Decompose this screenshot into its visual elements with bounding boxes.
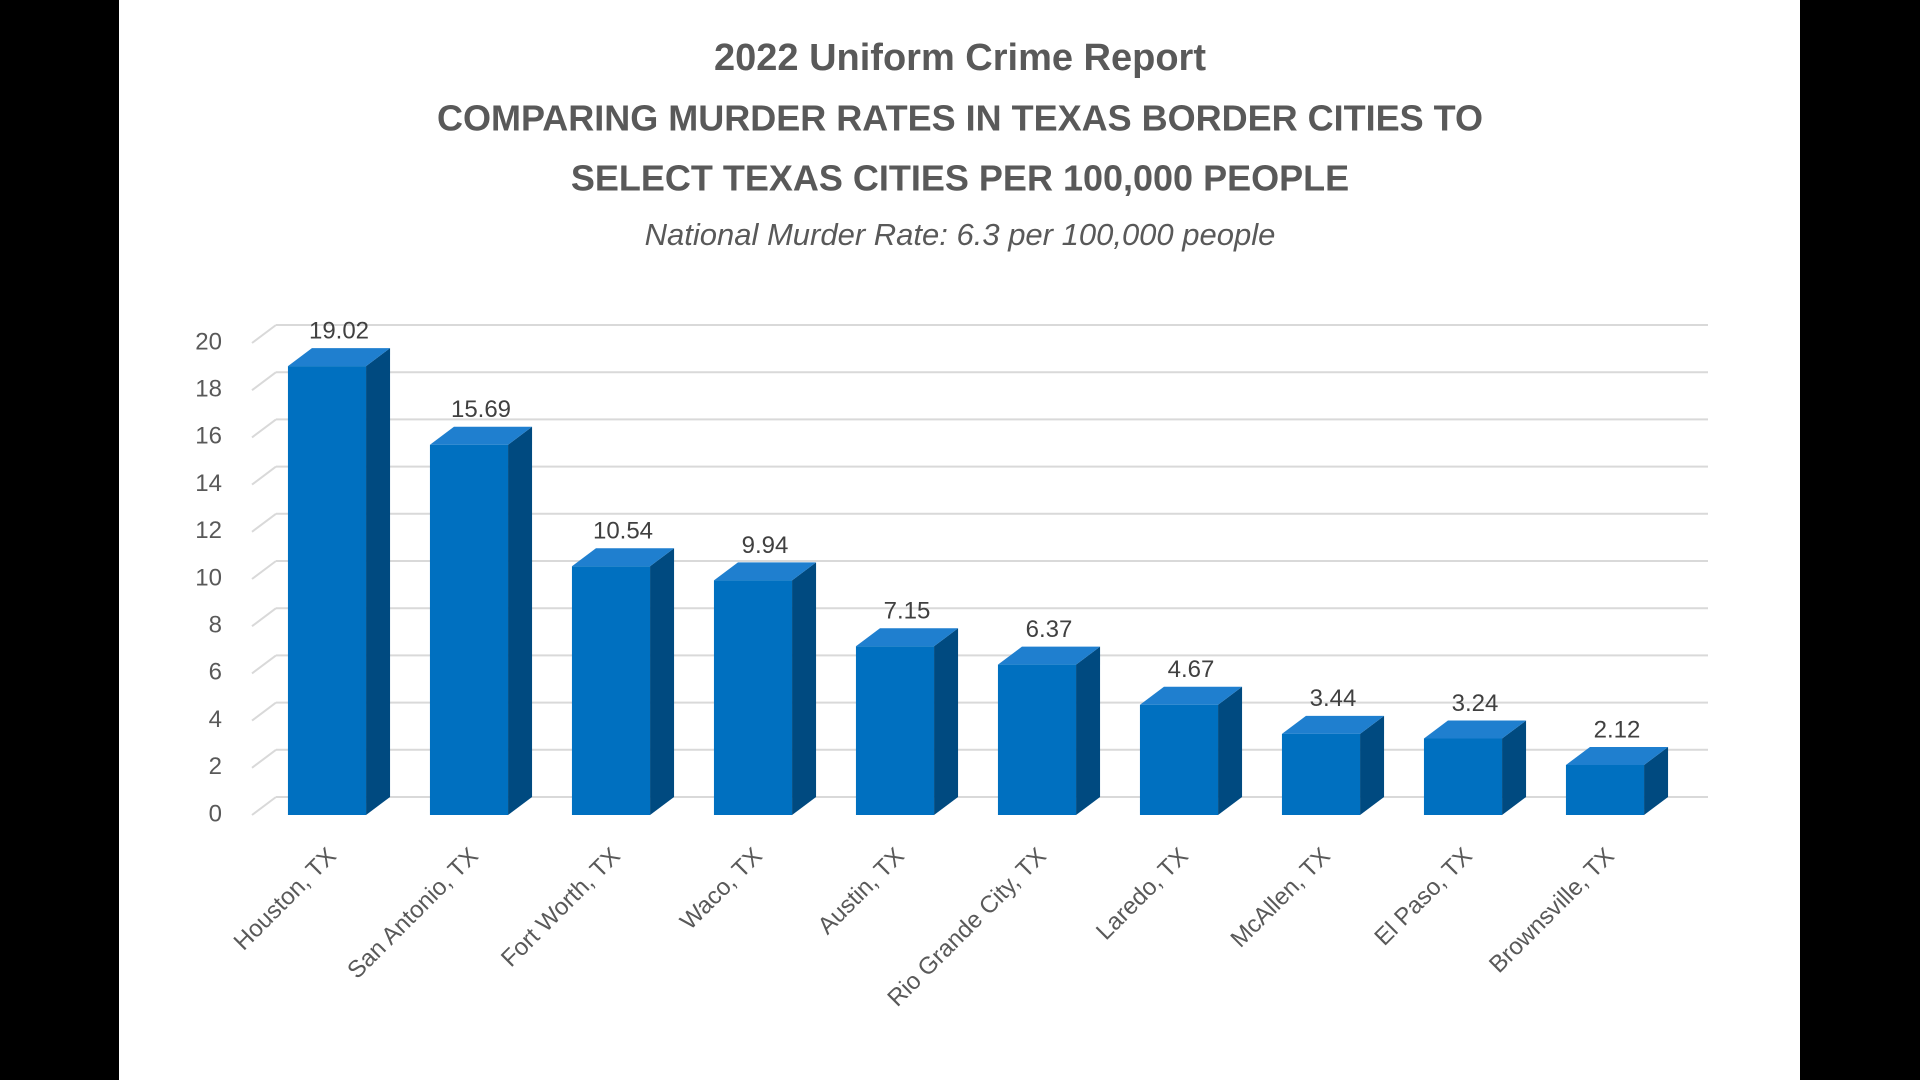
y-tick-label: 12 xyxy=(195,517,222,544)
bar-front xyxy=(1139,704,1219,815)
data-label: 3.44 xyxy=(1310,685,1357,712)
y-tick-label: 20 xyxy=(195,328,222,355)
data-label: 6.37 xyxy=(1026,616,1073,643)
bar-front xyxy=(855,646,935,815)
y-tick-label: 10 xyxy=(195,564,222,591)
bar-side xyxy=(1360,715,1385,815)
y-tick-label: 6 xyxy=(209,659,222,686)
chart-title: COMPARING MURDER RATES IN TEXAS BORDER C… xyxy=(437,98,1483,139)
chart-title: 2022 Uniform Crime Report xyxy=(714,37,1206,79)
data-label: 9.94 xyxy=(742,532,789,559)
grid-line xyxy=(251,512,277,533)
bar-front xyxy=(1423,738,1503,815)
y-tick-label: 4 xyxy=(209,706,222,733)
bar-side xyxy=(792,562,817,815)
y-tick-label: 14 xyxy=(195,470,222,497)
data-label: 19.02 xyxy=(309,317,369,344)
bar-side xyxy=(1218,686,1243,815)
grid-line xyxy=(251,560,277,580)
y-tick-label: 16 xyxy=(195,423,222,450)
bar xyxy=(1423,720,1527,815)
grid-line xyxy=(251,371,277,392)
panel xyxy=(119,0,1800,1080)
grid-line xyxy=(251,654,277,675)
data-label: 15.69 xyxy=(451,396,511,423)
data-label: 2.12 xyxy=(1594,716,1641,743)
bar-front xyxy=(429,444,509,815)
bar-side xyxy=(650,548,675,815)
bar xyxy=(855,628,959,815)
data-label: 4.67 xyxy=(1168,656,1215,683)
bar-top xyxy=(713,562,817,581)
grid-line xyxy=(251,324,277,344)
grid-line xyxy=(251,418,277,439)
data-label: 7.15 xyxy=(884,598,931,625)
bar xyxy=(1139,686,1243,815)
bar-top xyxy=(571,548,675,567)
bar-front xyxy=(571,566,651,815)
bar-side xyxy=(1502,720,1527,815)
bar xyxy=(1281,715,1385,815)
grid-line xyxy=(251,748,277,769)
y-tick-label: 2 xyxy=(209,753,222,780)
chart-subtitle: National Murder Rate: 6.3 per 100,000 pe… xyxy=(645,217,1276,252)
grid-line xyxy=(251,701,277,722)
bar-side xyxy=(1076,646,1101,815)
bar-front xyxy=(997,664,1077,815)
grid-line xyxy=(251,607,277,628)
y-tick-label: 0 xyxy=(209,800,222,827)
bar-top xyxy=(1565,746,1669,765)
bar-top xyxy=(429,426,533,445)
bar-front xyxy=(713,580,793,815)
bar-top xyxy=(855,628,959,647)
y-tick-label: 18 xyxy=(195,376,222,403)
grid-line xyxy=(251,796,277,816)
bar xyxy=(713,562,817,815)
grid-line xyxy=(251,465,277,486)
chart-title: SELECT TEXAS CITIES PER 100,000 PEOPLE xyxy=(571,158,1349,199)
data-label: 3.24 xyxy=(1452,690,1499,717)
bar-top xyxy=(287,348,391,367)
bar-side xyxy=(934,628,959,815)
y-tick-label: 8 xyxy=(209,612,222,639)
bar xyxy=(429,426,533,815)
bar-top xyxy=(1281,715,1385,734)
bar xyxy=(571,548,675,815)
bar-side xyxy=(1644,746,1669,815)
bar xyxy=(997,646,1101,815)
bar-side xyxy=(366,348,391,815)
data-label: 10.54 xyxy=(593,518,653,545)
bar xyxy=(1565,746,1669,815)
bar-front xyxy=(1281,733,1361,815)
bar-front xyxy=(287,366,367,815)
bar-side xyxy=(508,426,533,815)
bar-top xyxy=(1139,686,1243,705)
bar-front xyxy=(1565,764,1645,815)
bar-top xyxy=(1423,720,1527,739)
bar-top xyxy=(997,646,1101,665)
bar xyxy=(287,348,391,815)
